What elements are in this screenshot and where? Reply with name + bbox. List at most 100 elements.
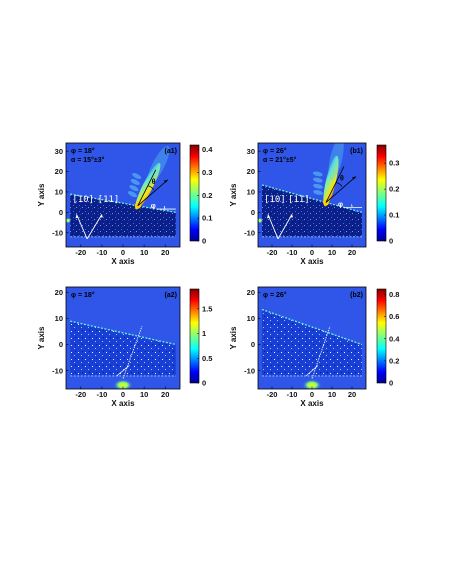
colorbar-tick-label: 0 [389,237,393,246]
arrowhead [267,214,270,219]
wedge-region [262,309,362,376]
y-tick-label: 10 [247,188,255,197]
x-tick-label: 0 [310,248,314,257]
y-tick-label: -10 [52,228,63,237]
colorbar [189,144,200,242]
arrowhead [99,214,103,218]
colorbar-tick-label: 0.8 [389,290,399,299]
y-axis-label: Y axis [37,326,46,350]
arrowhead [352,176,356,180]
wedge-region [70,321,176,376]
emission-beam [312,143,344,207]
x-tick-label: -20 [75,390,86,399]
arrowhead [75,214,79,219]
colorbar-tick-label: 0.4 [202,145,213,154]
colorbar-tick-label: 1 [202,329,206,338]
wedge-edge [261,308,363,346]
fringe [127,191,138,198]
colorbar-tick-label: 0.4 [389,334,400,343]
label-11: [11] [98,195,120,205]
y-tick-label: 0 [251,340,255,349]
y-tick-label: 20 [247,167,255,176]
phi-label: φ [338,201,343,208]
beam-direction [325,176,357,203]
x-tick-label: 0 [121,390,125,399]
fringe [313,183,323,189]
colorbar-tick-label: 0.3 [202,168,212,177]
x-tick-label: 10 [328,248,336,257]
ray-trace [305,365,319,377]
label-10: [10] [264,195,286,205]
colorbar-tick-label: 1.5 [202,304,212,313]
phi-annotation: φ = 18° [71,147,95,155]
y-tick-label: 20 [55,167,63,176]
y-tick-label: 20 [247,288,255,297]
label-10: [10] [72,195,94,205]
fringe [312,177,323,183]
x-tick-label: 10 [140,248,148,257]
x-axis-label: X axis [111,399,135,408]
ray-trace [122,326,143,379]
label-11: [11] [288,195,310,205]
alpha-annotation: α = 21°±5° [263,156,297,164]
edge-glow [258,217,263,224]
fringe [130,179,140,186]
phi-annotation: φ = 26° [263,291,287,299]
x-tick-label: -10 [287,390,298,399]
colorbar-tick-label: 0.1 [202,214,212,223]
arrow-11 [86,214,103,240]
phi-arc [163,205,166,210]
x-axis-label: X axis [300,257,324,266]
y-tick-label: 10 [55,314,63,323]
x-tick-label: -10 [96,390,107,399]
colorbar-tick-label: 0.5 [202,354,212,363]
panel-label: (b2) [350,292,363,299]
y-axis-label: Y axis [229,183,238,207]
x-tick-label: -10 [96,248,107,257]
y-tick-label: 10 [55,188,63,197]
edge-glow [66,217,72,224]
x-tick-label: -20 [267,390,278,399]
colorbar-tick-label: 0.3 [389,159,399,168]
x-tick-label: 20 [348,248,356,257]
normal-line [325,166,345,203]
phi-label: φ [151,203,156,210]
arrow-10 [76,214,88,240]
ray-trace [116,365,130,377]
panel-label: (a2) [165,292,177,299]
phi-annotation: φ = 26° [263,147,287,155]
source-glow [302,379,322,389]
colorbar-tick-label: 0.2 [389,356,399,365]
plot-area [258,287,366,389]
y-tick-label: 30 [247,147,255,156]
beam-direction [137,179,169,207]
colorbar [189,288,200,384]
theta-label: θ [152,179,156,186]
colorbar-tick-label: 0.2 [202,191,212,200]
colorbar-tick-label: 0.6 [389,312,399,321]
arrow-11 [277,214,293,240]
colorbar [376,144,387,242]
source-glow [113,379,133,389]
y-tick-label: 20 [55,288,63,297]
y-axis-label: Y axis [229,326,238,350]
y-tick-label: -10 [52,366,63,375]
plot-area: [10][11] φ θ [258,143,366,247]
panel-b2: -20 -10 0 10 20 -10 0 10 20 X axis Y axis (b2) φ = 2… [229,286,400,408]
y-tick-label: 30 [55,147,63,156]
colorbar-tick-label: 0.1 [389,211,399,220]
y-tick-label: 0 [59,208,63,217]
x-tick-label: -10 [287,248,298,257]
x-tick-label: 20 [348,390,356,399]
normal-line [137,169,157,206]
x-axis-label: X axis [111,257,135,266]
y-tick-label: -10 [244,366,255,375]
y-tick-label: -10 [244,228,255,237]
arrowhead [290,214,293,218]
panel-b1: [10] [11] φ θ -20 -10 0 10 20 -10 0 10 20 30 X axis Y a… [229,142,399,266]
panel-label: (a1) [165,148,177,155]
colorbar-tick-label: 0.2 [389,185,399,194]
x-tick-label: -20 [75,248,86,257]
panel-label: (b1) [350,148,363,155]
